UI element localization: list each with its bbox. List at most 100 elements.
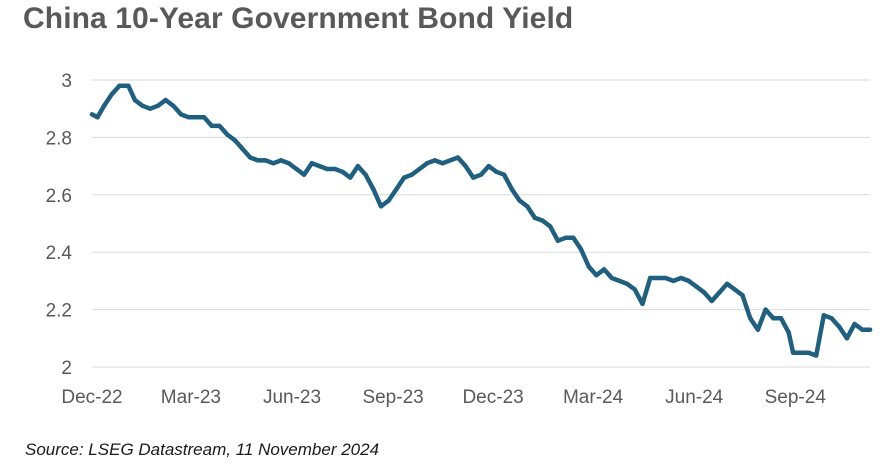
chart-title: China 10-Year Government Bond Yield bbox=[23, 2, 574, 35]
data-point bbox=[455, 155, 461, 160]
data-point bbox=[806, 350, 811, 355]
data-point bbox=[732, 287, 738, 292]
x-tick-label: Dec-22 bbox=[61, 387, 122, 408]
data-point bbox=[463, 163, 468, 169]
data-point bbox=[724, 281, 730, 286]
data-point bbox=[813, 353, 819, 358]
gridlines bbox=[92, 79, 870, 368]
data-point bbox=[263, 158, 268, 163]
yield-series-line bbox=[89, 83, 873, 358]
data-point bbox=[778, 316, 784, 321]
data-point bbox=[232, 138, 238, 143]
data-point bbox=[255, 158, 261, 163]
data-point bbox=[286, 161, 291, 166]
data-point bbox=[686, 278, 691, 284]
data-point bbox=[671, 278, 676, 284]
x-tick-label: Jun-24 bbox=[665, 387, 724, 408]
x-tick-label: Sep-23 bbox=[362, 387, 423, 408]
data-point bbox=[540, 218, 545, 223]
data-point bbox=[132, 97, 138, 103]
x-tick-label: Mar-23 bbox=[161, 387, 221, 408]
data-point bbox=[655, 275, 661, 281]
data-point bbox=[401, 175, 407, 180]
y-tick-label: 2.4 bbox=[46, 243, 73, 264]
data-point bbox=[501, 172, 507, 177]
data-point bbox=[740, 293, 745, 298]
data-point bbox=[186, 115, 191, 120]
data-point bbox=[409, 172, 414, 177]
data-point bbox=[844, 336, 850, 341]
data-point bbox=[332, 166, 338, 172]
data-point bbox=[117, 83, 122, 88]
data-point bbox=[563, 235, 568, 241]
data-point bbox=[432, 158, 438, 163]
data-point bbox=[632, 287, 638, 292]
data-point bbox=[440, 161, 445, 166]
data-point bbox=[837, 324, 842, 330]
data-point bbox=[224, 132, 230, 137]
data-point bbox=[786, 330, 791, 335]
data-point bbox=[89, 112, 95, 117]
x-tick-label: Jun-23 bbox=[263, 387, 321, 408]
data-point bbox=[163, 97, 168, 103]
data-point bbox=[609, 275, 614, 281]
data-point bbox=[378, 204, 384, 209]
data-point bbox=[571, 235, 576, 241]
data-point bbox=[217, 123, 222, 129]
data-point bbox=[709, 298, 714, 304]
data-point bbox=[494, 169, 499, 175]
data-point bbox=[248, 155, 253, 160]
data-point bbox=[95, 115, 100, 120]
data-point bbox=[601, 267, 607, 272]
y-axis-tick-labels: 3 2.8 2.6 2.4 2.2 2 bbox=[46, 71, 73, 379]
x-axis-tick-labels: Dec-22 Mar-23 Jun-23 Sep-23 Dec-23 Mar-24 Jun-… bbox=[61, 387, 826, 408]
data-point bbox=[532, 215, 538, 220]
data-point bbox=[717, 290, 722, 295]
data-point bbox=[586, 264, 591, 269]
data-point bbox=[663, 275, 668, 281]
x-tick-label: Dec-23 bbox=[462, 387, 523, 408]
data-point bbox=[424, 161, 430, 166]
data-point bbox=[278, 158, 284, 163]
data-point bbox=[524, 204, 530, 209]
data-point bbox=[363, 172, 368, 177]
data-point bbox=[517, 198, 522, 203]
data-point bbox=[448, 158, 453, 163]
data-point bbox=[798, 350, 803, 355]
data-point bbox=[155, 103, 161, 109]
data-point bbox=[126, 83, 131, 88]
data-point bbox=[386, 198, 391, 203]
data-point bbox=[594, 272, 599, 278]
data-point bbox=[271, 161, 276, 166]
data-point bbox=[867, 327, 873, 332]
x-tick-label: Sep-24 bbox=[765, 387, 827, 408]
data-point bbox=[101, 103, 107, 109]
data-point bbox=[852, 321, 857, 327]
y-tick-label: 2 bbox=[61, 358, 72, 379]
data-point bbox=[790, 350, 796, 355]
data-point bbox=[771, 316, 776, 321]
data-point bbox=[194, 115, 199, 120]
y-tick-label: 2.6 bbox=[46, 186, 72, 207]
data-point bbox=[640, 301, 645, 307]
data-point bbox=[821, 313, 827, 318]
data-points bbox=[89, 83, 873, 358]
data-point bbox=[294, 166, 299, 172]
data-point bbox=[178, 112, 184, 117]
source-note: Source: LSEG Datastream, 11 November 202… bbox=[25, 440, 380, 459]
data-point bbox=[340, 169, 345, 175]
data-point bbox=[555, 238, 561, 243]
data-point bbox=[701, 290, 707, 295]
data-point bbox=[240, 146, 245, 152]
data-point bbox=[648, 275, 653, 281]
data-point bbox=[171, 103, 176, 109]
data-point bbox=[694, 284, 699, 289]
data-point bbox=[509, 186, 514, 192]
x-tick-label: Mar-24 bbox=[563, 387, 624, 408]
y-tick-label: 3 bbox=[61, 71, 72, 92]
data-point bbox=[301, 172, 307, 177]
y-tick-label: 2.2 bbox=[46, 301, 72, 322]
data-point bbox=[317, 163, 322, 169]
data-point bbox=[829, 316, 834, 321]
